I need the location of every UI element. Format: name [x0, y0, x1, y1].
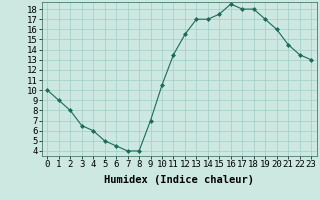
- X-axis label: Humidex (Indice chaleur): Humidex (Indice chaleur): [104, 175, 254, 185]
